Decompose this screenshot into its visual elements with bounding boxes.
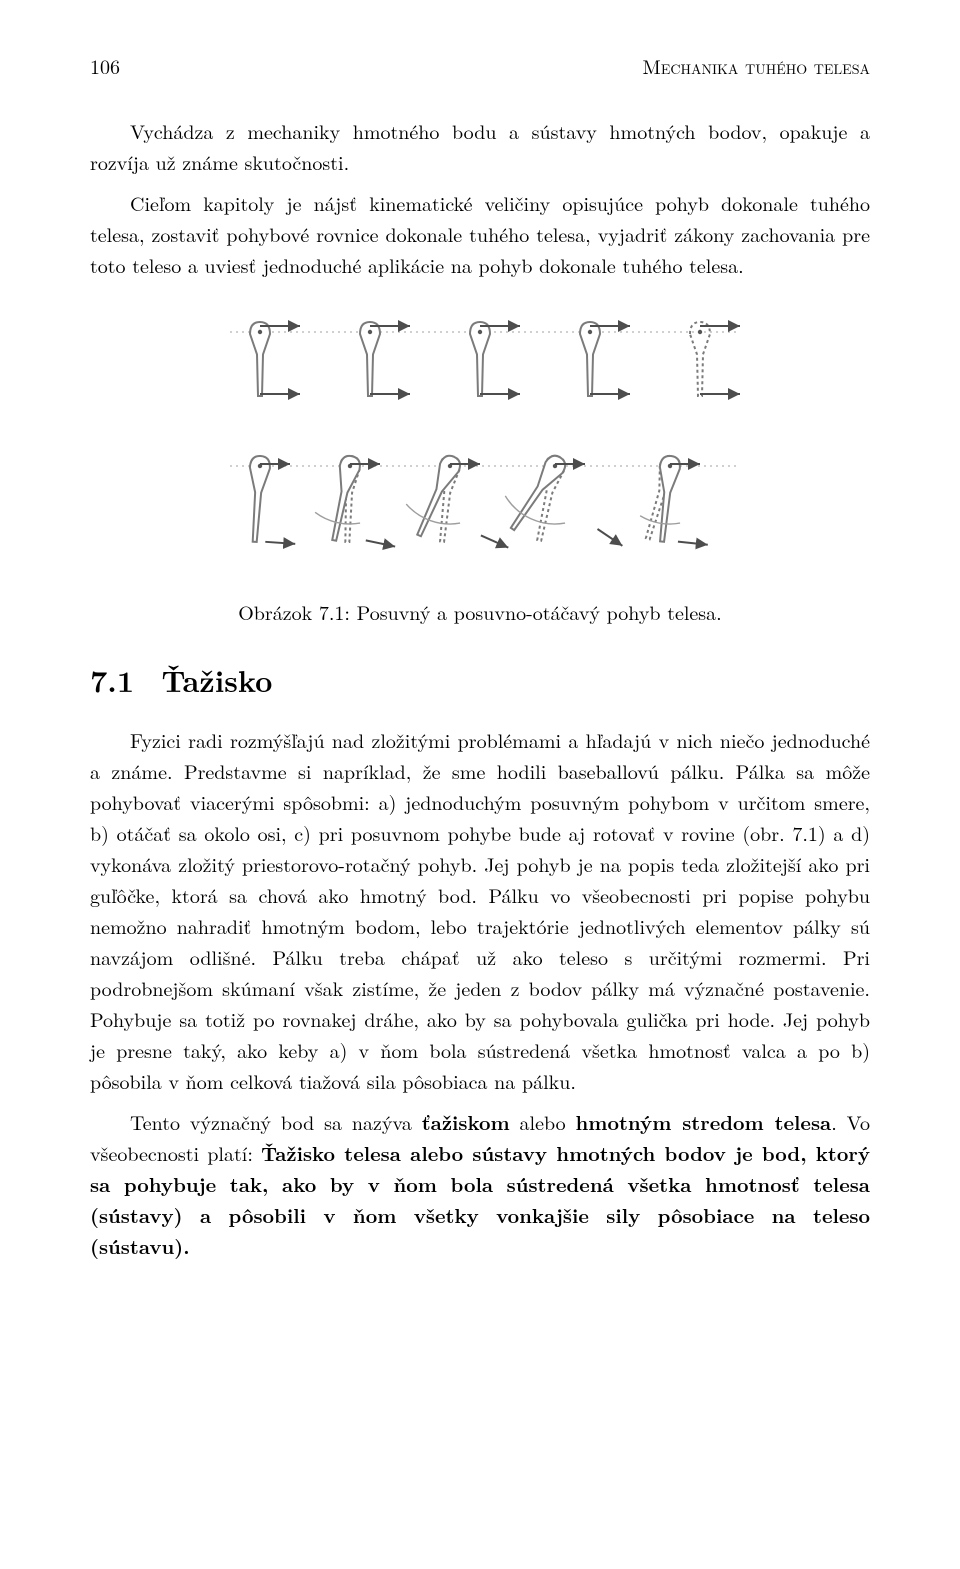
section-para-1: Fyzici radi rozmýšľajú nad zložitými pro…	[90, 724, 870, 1096]
section-title: Ťažisko	[162, 658, 273, 701]
page-number: 106	[90, 50, 120, 81]
page: 106 Mechanika tuhého telesa Vychádza z m…	[0, 0, 960, 1569]
intro-para-1: Vychádza z mechaniky hmotného bodu a sús…	[90, 115, 870, 177]
p2-pre: Tento význačný bod sa nazýva	[130, 1107, 422, 1136]
section-para-2: Tento význačný bod sa nazýva ťažiskom al…	[90, 1106, 870, 1261]
running-title: Mechanika tuhého telesa	[643, 50, 871, 81]
p2-mid: alebo	[510, 1107, 576, 1136]
figure-7-1	[90, 306, 870, 576]
section-heading: 7.1 Ťažisko	[90, 657, 870, 704]
running-head: 106 Mechanika tuhého telesa	[90, 50, 870, 81]
figure-caption: Obrázok 7.1: Posuvný a posuvno-otáčavý p…	[90, 596, 870, 627]
intro-para-2: Cieľom kapitoly je nájsť kinematické vel…	[90, 187, 870, 280]
section-number: 7.1	[90, 657, 150, 704]
p2-b1: ťažiskom	[422, 1107, 510, 1136]
p2-b2: hmotným stredom telesa	[576, 1107, 832, 1136]
figure-svg	[200, 306, 760, 576]
